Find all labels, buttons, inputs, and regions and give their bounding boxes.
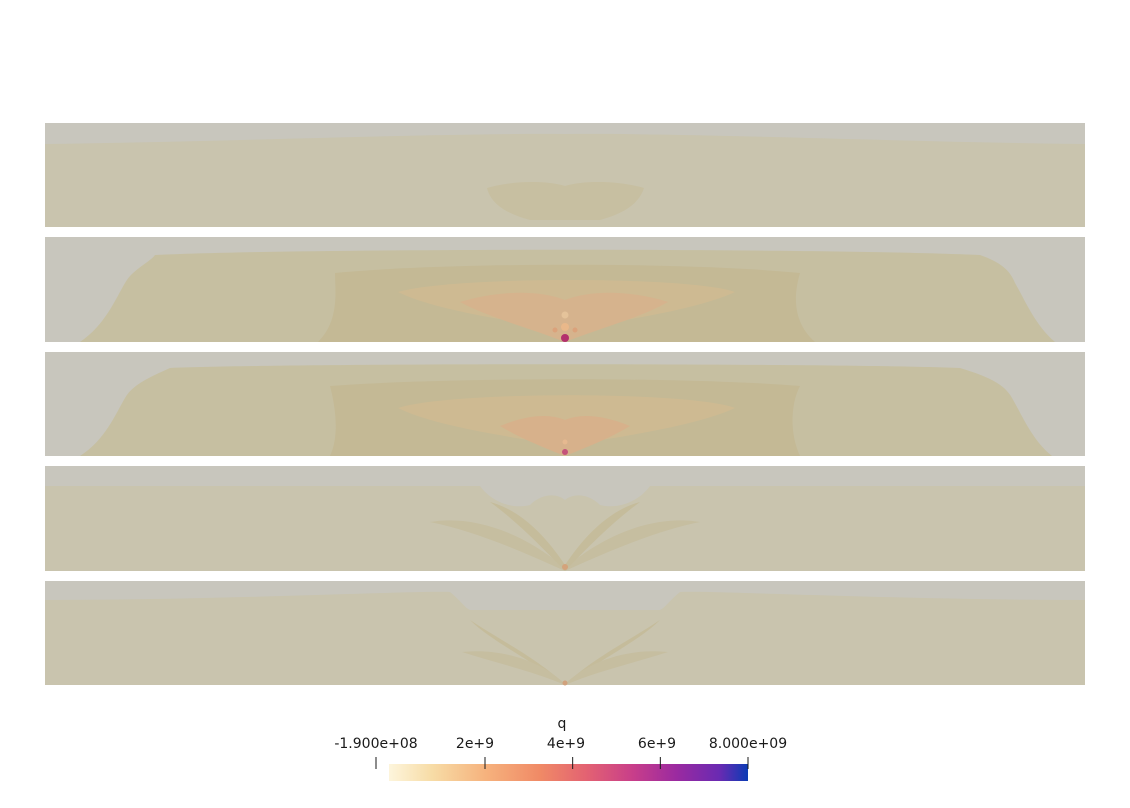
- colorbar-title: q: [557, 716, 567, 732]
- colorbar: [375, 757, 749, 781]
- panel-1: [45, 123, 1085, 227]
- panel-2: [45, 237, 1085, 342]
- colorbar-max-label: 8.000e+09: [708, 736, 788, 752]
- colorbar-tick-label: 4e+9: [546, 736, 586, 752]
- panel-3: [45, 352, 1085, 456]
- colorbar-tick-label: 6e+9: [637, 736, 677, 752]
- colorbar-ticks: [375, 757, 749, 769]
- colorbar-tick-label: 2e+9: [455, 736, 495, 752]
- panel-4: [45, 466, 1085, 571]
- colorbar-gradient: [389, 764, 748, 781]
- colorbar-min-label: -1.900e+08: [334, 736, 418, 752]
- panel-5: [45, 581, 1085, 686]
